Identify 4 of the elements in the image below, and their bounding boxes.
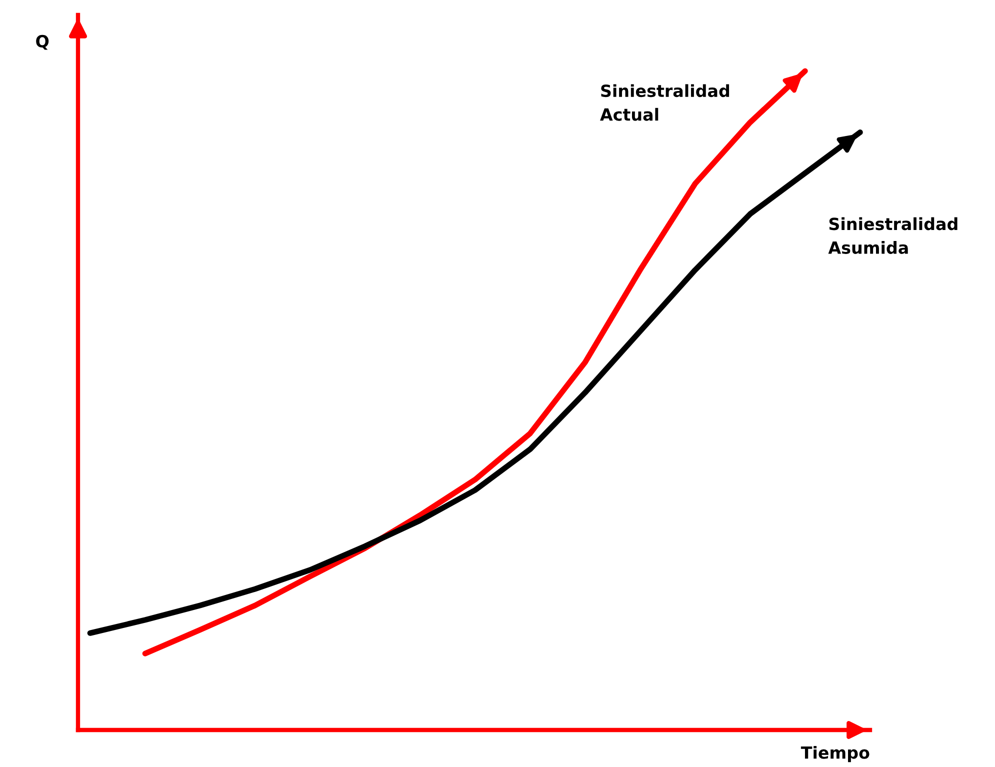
- series-label: Siniestralidad Actual: [600, 84, 730, 121]
- text: Siniestralidad Asumida: [828, 217, 958, 254]
- y-axis-title: Q: [36, 34, 49, 50]
- x-axis-title: Tiempo: [800, 746, 870, 762]
